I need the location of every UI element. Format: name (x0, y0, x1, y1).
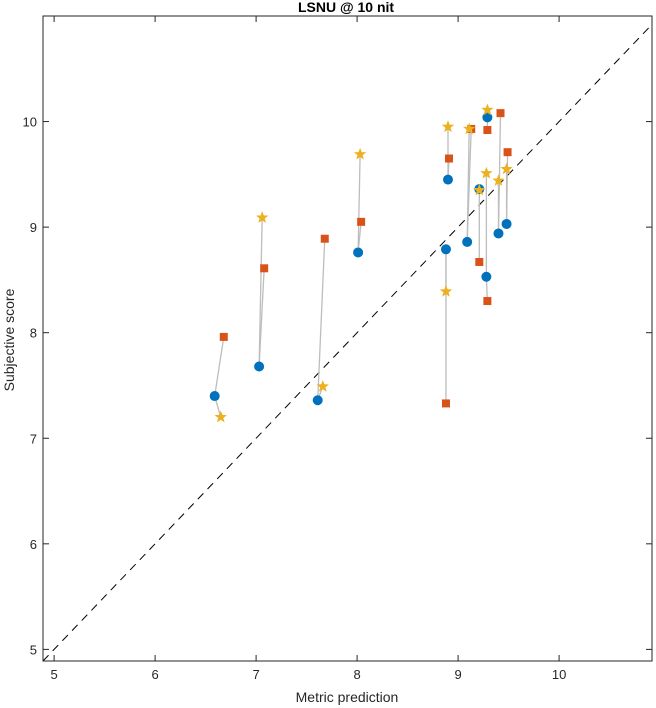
connector-line (357, 154, 361, 253)
circle-point (312, 395, 323, 406)
y-axis-label: Subjective score (1, 288, 17, 391)
y-tick-label: 5 (30, 642, 37, 657)
x-tick-label: 10 (552, 667, 566, 682)
star-point (256, 211, 269, 223)
circle-point (462, 236, 473, 247)
connector-line (258, 217, 263, 367)
circle-point (501, 218, 512, 229)
x-tick-label: 5 (50, 667, 57, 682)
identity-line (43, 23, 652, 661)
square-point (441, 399, 450, 408)
star-point (316, 380, 329, 392)
square-point (445, 154, 453, 163)
y-tick-label: 8 (30, 326, 37, 341)
star-point (439, 285, 453, 297)
circle-point (442, 174, 453, 185)
circle-point (482, 112, 493, 123)
chart-title: LSNU @ 10 nit (298, 0, 394, 15)
star-point (481, 103, 494, 116)
star-point (500, 162, 513, 175)
star-point (214, 410, 227, 423)
star-point (492, 174, 505, 186)
x-tick-label: 8 (353, 667, 360, 682)
star-point (441, 120, 455, 133)
circle-point (353, 247, 364, 258)
square-point (260, 264, 269, 273)
x-tick-label: 6 (151, 667, 158, 682)
star-point (353, 147, 367, 160)
star-point (480, 166, 493, 179)
x-tick-label: 9 (454, 667, 461, 682)
circle-point (440, 244, 451, 255)
y-tick-label: 10 (23, 115, 37, 130)
square-point (496, 109, 505, 118)
y-tick-label: 7 (30, 431, 37, 446)
y-tick-label: 6 (30, 537, 37, 552)
square-point (503, 148, 512, 157)
y-tick-label: 9 (30, 220, 37, 235)
star-point (473, 183, 486, 196)
square-point (320, 234, 329, 243)
connector-line (317, 238, 326, 401)
square-point (483, 297, 492, 306)
x-tick-label: 7 (252, 667, 259, 682)
circle-point (493, 228, 504, 239)
square-point (219, 332, 228, 341)
star-point (463, 122, 476, 135)
square-point (357, 217, 366, 226)
connector-line (466, 128, 470, 242)
x-axis-label: Metric prediction (296, 689, 399, 705)
connector-line (214, 336, 225, 397)
circle-point (481, 271, 492, 282)
circle-point (254, 361, 265, 372)
square-point (483, 126, 492, 135)
square-point (475, 257, 484, 266)
circle-point (209, 391, 220, 402)
axes-box (42, 15, 653, 662)
